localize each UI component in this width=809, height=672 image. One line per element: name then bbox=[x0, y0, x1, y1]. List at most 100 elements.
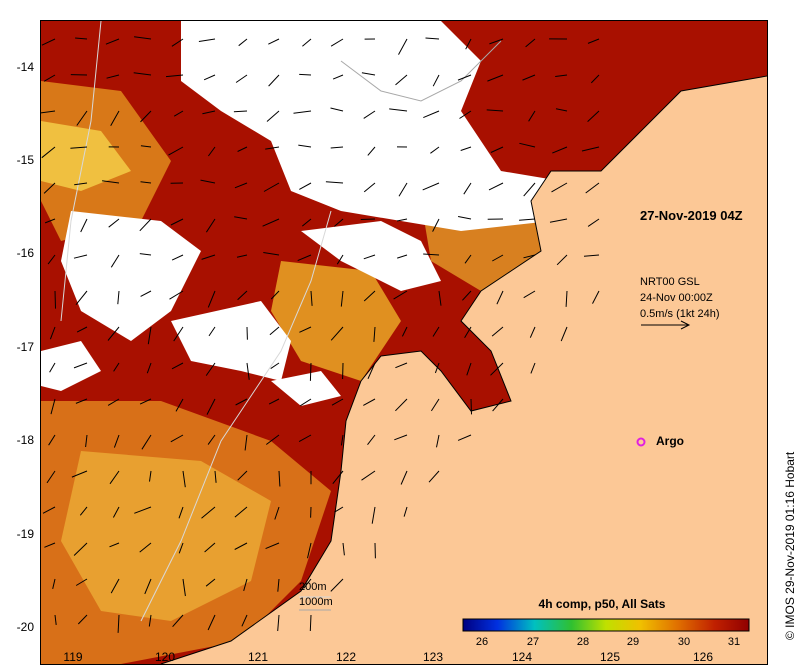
current-vector bbox=[49, 326, 56, 340]
current-vector bbox=[237, 470, 248, 481]
coastline bbox=[160, 75, 767, 664]
current-vector bbox=[277, 614, 280, 632]
current-vector bbox=[134, 36, 152, 40]
current-vector bbox=[336, 254, 344, 265]
current-vector bbox=[298, 434, 312, 443]
current-vector bbox=[464, 326, 472, 338]
current-vector bbox=[106, 74, 120, 79]
current-vector bbox=[371, 506, 376, 524]
current-vector bbox=[234, 506, 248, 518]
current-vector bbox=[389, 108, 408, 112]
current-vector bbox=[171, 38, 184, 47]
current-vector bbox=[110, 110, 120, 126]
current-vector bbox=[171, 362, 184, 370]
current-vector bbox=[171, 254, 184, 261]
current-vector bbox=[141, 434, 152, 450]
current-vector bbox=[268, 398, 280, 405]
current-vector bbox=[234, 542, 248, 550]
current-vector bbox=[395, 398, 408, 412]
lon-label: 125 bbox=[599, 650, 621, 664]
current-vector bbox=[117, 290, 120, 305]
current-vector bbox=[395, 362, 408, 369]
current-vector bbox=[590, 74, 600, 84]
current-vector bbox=[403, 506, 408, 517]
lat-label: -17 bbox=[16, 340, 34, 354]
current-vector bbox=[140, 181, 152, 184]
date-label: 27-Nov-2019 04Z bbox=[640, 208, 743, 223]
current-vector bbox=[113, 362, 120, 372]
current-vector bbox=[241, 614, 248, 627]
current-vector bbox=[309, 614, 312, 632]
colorbar-tick: 26 bbox=[475, 636, 489, 648]
current-vector bbox=[397, 254, 408, 259]
current-vector bbox=[48, 434, 56, 446]
current-vector bbox=[486, 109, 504, 112]
current-vector bbox=[552, 146, 568, 154]
current-vector bbox=[459, 110, 472, 119]
current-vector bbox=[432, 218, 440, 232]
current-vector bbox=[462, 290, 472, 301]
current-vector bbox=[432, 326, 440, 337]
current-vector bbox=[581, 146, 600, 152]
current-vector bbox=[105, 38, 120, 45]
current-vector bbox=[238, 38, 248, 47]
current-vector bbox=[396, 218, 408, 222]
current-vector bbox=[202, 110, 216, 115]
current-vector bbox=[110, 254, 120, 268]
current-vector bbox=[330, 107, 344, 112]
current-vector bbox=[555, 74, 568, 77]
current-vector bbox=[47, 254, 56, 265]
vector-legend-source: NRT00 GSL bbox=[640, 276, 700, 288]
current-vector bbox=[266, 434, 280, 445]
current-vector bbox=[434, 362, 440, 374]
current-vector bbox=[363, 110, 376, 119]
current-vector bbox=[491, 326, 504, 337]
current-vector bbox=[565, 290, 568, 307]
current-vector bbox=[237, 290, 248, 301]
current-vector bbox=[139, 218, 152, 232]
current-vector bbox=[432, 74, 440, 87]
current-vector bbox=[428, 470, 440, 483]
current-vector bbox=[200, 179, 216, 184]
current-vector bbox=[205, 362, 216, 376]
current-vector bbox=[246, 362, 250, 380]
current-vector bbox=[587, 38, 600, 44]
current-vector bbox=[75, 578, 88, 586]
current-vector bbox=[523, 290, 536, 299]
current-vector bbox=[73, 254, 88, 259]
current-vector bbox=[529, 326, 536, 338]
current-vector bbox=[102, 180, 120, 184]
colorbar-tick: 28 bbox=[576, 636, 590, 648]
current-vector bbox=[398, 182, 408, 197]
current-vector bbox=[395, 74, 408, 86]
current-vector bbox=[169, 290, 184, 300]
cloud-gap-edge bbox=[41, 341, 101, 391]
current-vector bbox=[208, 326, 216, 337]
current-vector bbox=[168, 146, 184, 156]
current-vector bbox=[556, 254, 568, 266]
current-vector bbox=[80, 218, 88, 233]
current-vector bbox=[423, 110, 440, 119]
current-vector bbox=[361, 470, 376, 481]
current-vector bbox=[268, 38, 280, 45]
current-vector bbox=[367, 362, 376, 380]
colorbar-tick: 31 bbox=[727, 636, 741, 648]
current-vectors bbox=[41, 36, 600, 633]
current-vector bbox=[331, 398, 344, 406]
current-vector bbox=[149, 470, 152, 482]
current-vector bbox=[490, 362, 504, 376]
vector-legend-arrowhead bbox=[680, 320, 691, 330]
current-vector bbox=[367, 146, 376, 156]
current-vector bbox=[466, 362, 472, 376]
current-vector bbox=[334, 506, 344, 513]
current-vector bbox=[148, 614, 152, 627]
current-vector bbox=[113, 434, 120, 448]
land-mass bbox=[161, 76, 767, 664]
current-vector bbox=[457, 434, 472, 441]
current-vector bbox=[523, 254, 536, 259]
current-vector bbox=[49, 362, 56, 373]
current-vector bbox=[178, 506, 184, 519]
current-vector bbox=[465, 38, 472, 50]
lat-label: -20 bbox=[16, 620, 34, 634]
scale-label-1000m: 1000m bbox=[299, 596, 333, 608]
